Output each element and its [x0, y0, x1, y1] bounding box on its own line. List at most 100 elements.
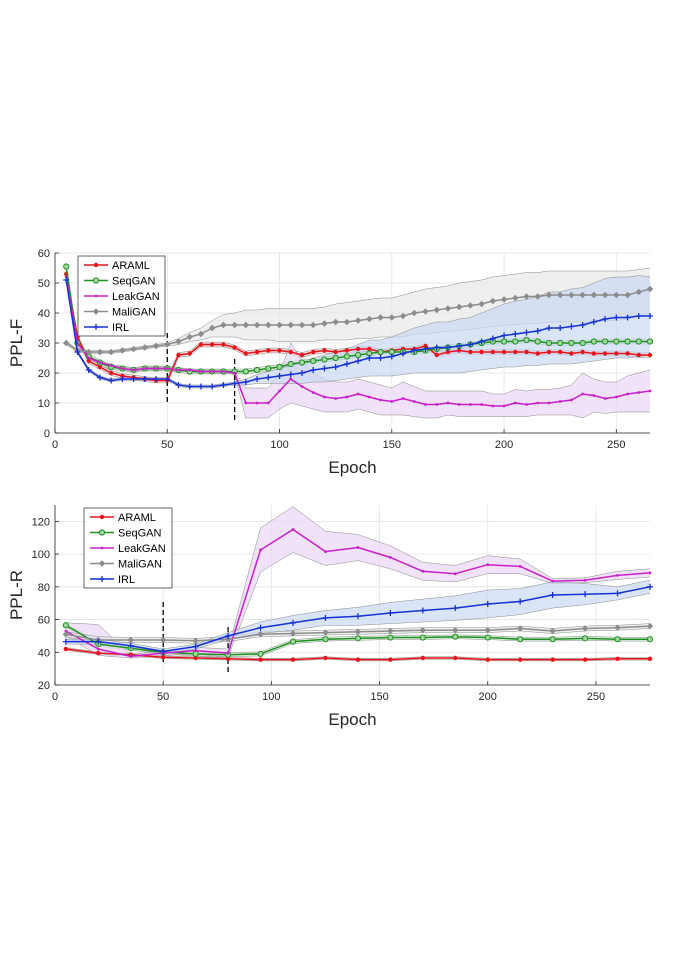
point-araml	[355, 346, 361, 352]
point-araml	[96, 650, 101, 656]
point-leakgan	[300, 385, 304, 388]
point-leakgan	[226, 651, 230, 655]
point-leakgan	[648, 571, 652, 575]
point-leakgan	[143, 367, 147, 370]
point-maligan	[310, 321, 317, 329]
point-irl	[231, 380, 238, 387]
point-araml	[108, 370, 114, 376]
point-irl	[287, 371, 294, 378]
point-maligan	[85, 348, 92, 356]
x-tick-label: 250	[607, 439, 625, 451]
point-leakgan	[525, 403, 528, 406]
point-irl	[63, 277, 70, 283]
point-araml	[193, 655, 198, 661]
point-seqgan	[534, 338, 541, 345]
point-leakgan	[421, 569, 425, 573]
point-leakgan	[547, 401, 551, 405]
legend-marker-seqgan	[98, 529, 106, 536]
point-seqgan	[287, 360, 294, 368]
point-irl	[355, 358, 362, 364]
point-irl	[411, 347, 418, 354]
point-leakgan	[129, 654, 133, 658]
chart-1: 0 50 100 150 200 250 0 10 20 30 40 50 60 Epoch PPL-F AR…	[7, 248, 654, 477]
point-leakgan	[435, 403, 439, 406]
legend-label-leakgan: LeakGAN	[118, 543, 166, 555]
point-maligan	[444, 305, 452, 312]
point-leakgan	[221, 370, 225, 373]
x-tick-label: 50	[157, 691, 169, 703]
point-leakgan	[132, 368, 135, 372]
point-irl	[489, 335, 496, 342]
point-irl	[388, 353, 395, 360]
point-irl	[444, 344, 451, 351]
point-leakgan	[453, 572, 457, 576]
point-araml	[636, 352, 641, 358]
point-irl	[523, 329, 530, 336]
point-maligan	[265, 321, 272, 329]
point-maligan	[276, 321, 283, 329]
point-leakgan	[513, 401, 517, 405]
point-maligan	[257, 631, 264, 638]
x-tick-label: 0	[52, 691, 58, 703]
point-araml	[299, 352, 305, 358]
point-leakgan	[412, 400, 416, 403]
point-leakgan	[356, 392, 360, 396]
point-araml	[290, 657, 296, 662]
point-irl	[419, 607, 426, 614]
y-tick-label: 40	[38, 308, 50, 320]
y-tick-label: 30	[38, 338, 50, 350]
point-leakgan	[616, 573, 619, 577]
point-seqgan	[646, 636, 654, 643]
point-araml	[647, 352, 653, 358]
point-irl	[254, 376, 261, 382]
point-maligan	[568, 291, 575, 299]
point-leakgan	[518, 564, 522, 568]
point-leakgan	[98, 361, 102, 364]
band-araml	[65, 647, 651, 661]
legend-marker-seqgan	[92, 277, 100, 284]
point-leakgan	[648, 389, 652, 393]
y-tick-label: 50	[38, 278, 50, 290]
legend-label-araml: ARAML	[118, 512, 156, 524]
point-irl	[602, 316, 609, 322]
point-maligan	[186, 333, 193, 341]
point-maligan	[289, 630, 297, 637]
band-edge-upper-maligan	[66, 267, 651, 351]
point-seqgan	[614, 636, 621, 643]
point-araml	[221, 342, 226, 347]
point-seqgan	[646, 338, 654, 345]
y-tick-label: 40	[38, 647, 50, 659]
point-araml	[557, 349, 563, 355]
point-irl	[74, 349, 81, 355]
point-irl	[298, 370, 305, 376]
point-seqgan	[500, 338, 508, 345]
legend-label-leakgan: LeakGAN	[112, 291, 160, 303]
point-leakgan	[390, 400, 394, 403]
point-araml	[187, 351, 192, 356]
point-seqgan	[517, 636, 524, 643]
point-irl	[175, 382, 182, 388]
point-leakgan	[233, 371, 237, 375]
point-araml	[434, 352, 439, 358]
point-leakgan	[356, 546, 360, 549]
point-irl	[545, 325, 552, 331]
point-irl	[501, 332, 508, 339]
point-araml	[277, 348, 282, 353]
point-maligan	[601, 291, 609, 299]
point-seqgan	[590, 338, 597, 345]
point-araml	[160, 654, 166, 660]
point-leakgan	[502, 404, 506, 408]
point-araml	[647, 656, 653, 662]
point-araml	[501, 349, 507, 355]
point-irl	[582, 591, 589, 598]
point-araml	[232, 345, 237, 350]
point-irl	[310, 367, 317, 373]
point-leakgan	[278, 389, 281, 393]
point-seqgan	[581, 635, 589, 642]
point-leakgan	[486, 563, 490, 567]
point-araml	[323, 655, 328, 661]
point-irl	[456, 343, 463, 349]
point-leakgan	[592, 394, 596, 397]
point-seqgan	[557, 339, 564, 347]
point-maligan	[422, 308, 429, 315]
